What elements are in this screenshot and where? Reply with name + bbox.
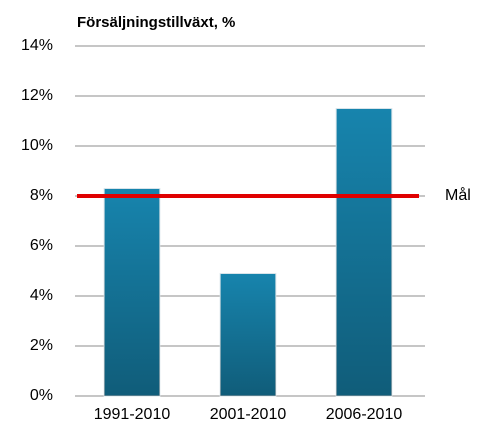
y-tick-label: 12% (21, 87, 53, 104)
y-tick-label: 2% (30, 337, 53, 354)
y-tick-label: 6% (30, 237, 53, 254)
bar-shade (104, 188, 160, 396)
y-tick-label: 14% (21, 37, 53, 54)
chart-title: Försäljningstillväxt, % (77, 14, 235, 31)
y-tick-label: 0% (30, 387, 53, 404)
bar-shade (220, 273, 276, 396)
target-label: Mål (445, 186, 471, 204)
x-tick-label: 1991-2010 (94, 406, 171, 423)
bar-shade (336, 108, 392, 396)
y-tick-label: 10% (21, 137, 53, 154)
x-tick-label: 2001-2010 (210, 406, 287, 423)
x-tick-label: 2006-2010 (326, 406, 403, 423)
y-tick-label: 4% (30, 287, 53, 304)
y-tick-label: 8% (30, 187, 53, 204)
